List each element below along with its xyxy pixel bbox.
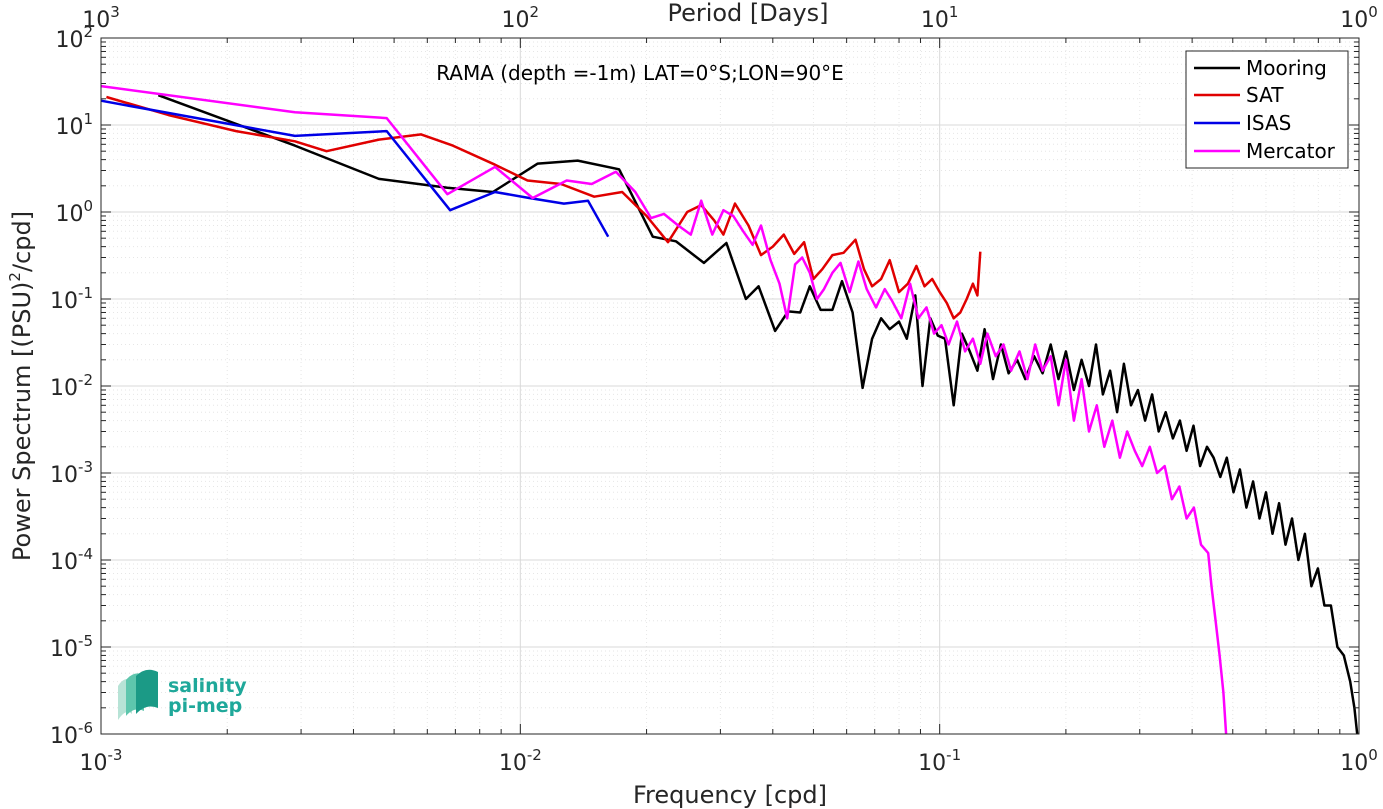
y-tick-label: 10-2 — [50, 371, 93, 401]
legend-label-sat: SAT — [1246, 83, 1284, 107]
y-tick-label: 101 — [55, 110, 93, 140]
top-axis-label: Period [Days] — [667, 0, 828, 27]
x-axis-label: Frequency [cpd] — [633, 781, 827, 809]
series-line-sat — [106, 95, 982, 320]
top-tick-label: 102 — [502, 3, 540, 33]
y-tick-label: 10-5 — [50, 632, 93, 662]
y-tick-label: 10-3 — [50, 458, 93, 488]
logo-line1: salinity — [168, 675, 247, 697]
top-tick-label: 103 — [82, 3, 120, 33]
top-tick-label: 100 — [1340, 3, 1378, 33]
x-tick-label: 10-3 — [80, 746, 123, 776]
y-tick-label: 102 — [55, 23, 93, 53]
series-layer — [100, 84, 1359, 735]
series-line-mooring — [157, 94, 1359, 735]
legend-box — [1185, 50, 1349, 169]
logo-line2: pi-mep — [168, 695, 242, 717]
legend: Mooring SAT ISAS Mercator — [1185, 50, 1349, 169]
y-tick-label: 10-6 — [50, 719, 93, 749]
y-axis-label: Power Spectrum [(PSU)2/cpd] — [6, 211, 36, 561]
top-tick-label: 101 — [921, 3, 959, 33]
y-tick-label: 10-1 — [50, 284, 93, 314]
y-tick-label: 100 — [55, 197, 93, 227]
legend-label-mercator: Mercator — [1246, 139, 1336, 163]
legend-label-mooring: Mooring — [1246, 56, 1327, 80]
salinity-pi-mep-logo: salinity pi-mep — [118, 669, 247, 720]
chart-title: RAMA (depth =-1m) LAT=0°S;LON=90°E — [436, 61, 844, 85]
ticks — [100, 37, 1360, 735]
series-line-isas — [100, 99, 610, 238]
series-line-mercator — [100, 84, 1228, 735]
legend-label-isas: ISAS — [1246, 111, 1291, 135]
x-tick-label: 10-2 — [499, 746, 542, 776]
x-tick-label: 10-1 — [918, 746, 961, 776]
x-tick-label: 100 — [1340, 746, 1378, 776]
y-tick-label: 10-4 — [50, 545, 93, 575]
